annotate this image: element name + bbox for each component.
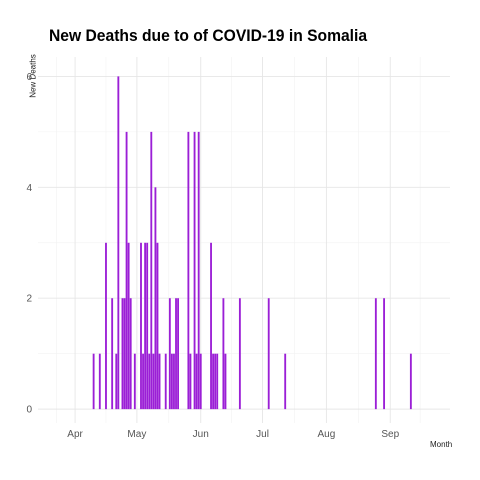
y-tick-label: 0 [26,405,32,416]
bar [127,242,130,410]
x-tick-label: Jul [256,429,269,440]
bar [92,353,95,410]
bar [111,298,114,410]
chart-title: New Deaths due to of COVID-19 in Somalia [49,26,368,45]
bar [117,76,120,410]
bar [267,298,270,410]
bar [187,131,190,410]
x-tick-label: Sep [381,429,399,440]
bar [210,242,212,410]
bar [197,131,200,410]
x-axis-label: Month [430,440,453,449]
bar [150,131,153,410]
bar [212,353,215,410]
bar [123,298,126,410]
bar [140,242,142,410]
bar [152,353,155,410]
bar [98,353,101,410]
bar [105,242,107,410]
bar [142,353,144,410]
major-gridlines [38,57,450,423]
bar [224,353,227,410]
bar [146,242,149,410]
x-tick-label: May [127,429,146,440]
bar [129,298,132,410]
y-tick-label: 2 [26,294,32,305]
bar [115,353,118,410]
y-tick-label: 4 [26,183,32,194]
bar [216,353,219,410]
bar [193,131,196,410]
bar [121,298,124,410]
bar-series [92,76,412,410]
bar [409,353,412,410]
bar [173,353,175,410]
bar [177,298,180,410]
x-tick-label: Aug [318,429,336,440]
bar [158,353,161,410]
bar [189,353,192,410]
y-tick-label: 6 [26,72,32,83]
x-tick-label: Apr [67,429,83,440]
bar [168,298,171,410]
bar [144,242,147,410]
bar [195,353,198,410]
bar [125,131,128,410]
bar [214,353,217,410]
bar [284,353,287,410]
bar [164,353,167,410]
bar [154,187,157,410]
y-axis-ticks: 0 2 4 6 [26,72,32,416]
bar [199,353,202,410]
x-tick-label: Jun [193,429,209,440]
bar [374,298,377,410]
bar [170,353,173,410]
bar [175,298,177,410]
bar [383,298,386,410]
bar [238,298,241,410]
x-axis-ticks: Apr May Jun Jul Aug Sep [67,429,399,440]
bar [148,353,151,410]
bar [156,242,159,410]
bar [222,298,225,410]
bar [133,353,136,410]
